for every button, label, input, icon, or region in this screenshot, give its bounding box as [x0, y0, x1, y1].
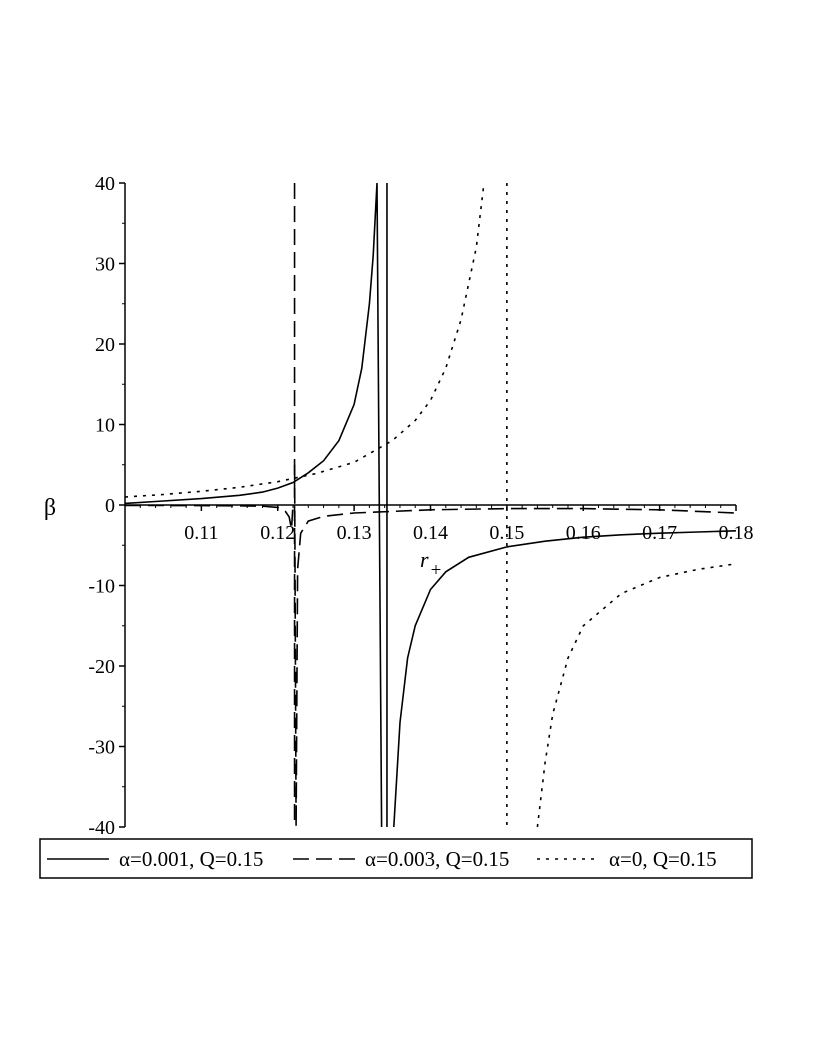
- series-line-dotted-branch-1: [124, 182, 485, 498]
- y-tick-label: -10: [88, 576, 115, 598]
- y-tick-label: -40: [88, 817, 115, 839]
- y-tick-label: 40: [95, 173, 115, 195]
- legend-label: α=0.003, Q=0.15: [365, 847, 509, 871]
- x-tick-label: 0.14: [413, 522, 448, 544]
- x-axis-title-subscript: +: [431, 560, 442, 581]
- ticks-layer: 40 30 20 10 0 -10 -20 -30 -40 0.11 0.12 0.13 0.14 0.1…: [88, 173, 753, 839]
- y-tick-label: -20: [88, 656, 115, 678]
- x-tick-label: 0.12: [260, 522, 295, 544]
- legend-box: [39, 838, 753, 879]
- y-tick-label: 20: [95, 334, 115, 356]
- series-line-dotted-branch-2: [536, 563, 737, 828]
- legend-label: α=0, Q=0.15: [609, 847, 717, 871]
- series-line-dashed-branch-2: [293, 464, 737, 828]
- x-tick-label: 0.16: [566, 522, 601, 544]
- legend-label: α=0.001, Q=0.15: [119, 847, 263, 871]
- x-axis-title-main: r: [420, 547, 429, 572]
- x-tick-label: 0.18: [719, 522, 754, 544]
- y-tick-label: 10: [95, 415, 115, 437]
- legend: α=0.001, Q=0.15 α=0.003, Q=0.15 α=0, Q=0.1…: [39, 838, 753, 879]
- x-tick-label: 0.13: [337, 522, 372, 544]
- series-line-solid-branch-1: [124, 182, 383, 828]
- x-tick-label: 0.11: [184, 522, 218, 544]
- curves-layer: [124, 182, 737, 828]
- x-tick-label: 0.15: [489, 522, 524, 544]
- y-tick-label: 30: [95, 254, 115, 276]
- series-line-solid-branch-2: [393, 530, 737, 828]
- y-tick-label: 0: [105, 495, 115, 517]
- y-tick-label: -30: [88, 737, 115, 759]
- y-axis-title: β: [44, 495, 56, 521]
- x-axis-title: r +: [420, 547, 441, 581]
- x-tick-label: 0.17: [642, 522, 677, 544]
